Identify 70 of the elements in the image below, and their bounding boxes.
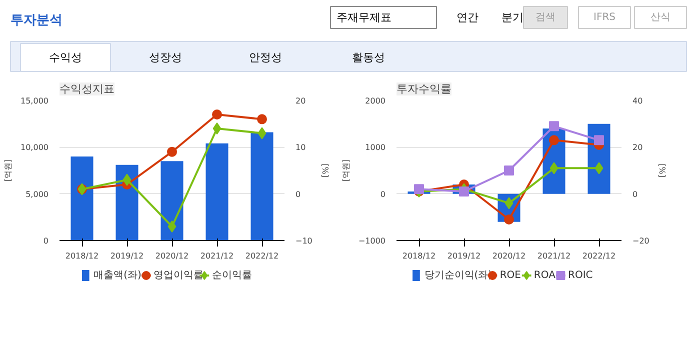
legend-label: 매출액(좌) <box>94 270 142 281</box>
y-tick-label: 10,000 <box>20 143 49 152</box>
y2-tick-label: −10 <box>296 236 312 246</box>
text: 수익성 <box>49 51 82 64</box>
legend-label: ROA <box>534 270 556 281</box>
legend-label: 영업이익률 <box>154 270 204 281</box>
text: 연간 <box>456 11 478 24</box>
y2-tick-label: 10 <box>296 143 306 152</box>
y-tick-label: 1000 <box>365 143 386 152</box>
text: IFRS <box>594 12 616 23</box>
legend-label: ROIC <box>568 270 593 281</box>
text: 주재무제표 <box>336 11 392 24</box>
y-tick-label: 15,000 <box>20 96 49 106</box>
y2-axis-title: [%] <box>657 164 666 178</box>
bar <box>160 161 184 240</box>
point <box>459 186 469 196</box>
point <box>414 184 424 194</box>
point <box>258 127 266 140</box>
text: 성장성 <box>149 51 182 64</box>
y2-tick-label: 0 <box>296 190 301 199</box>
point <box>594 135 604 146</box>
y2-tick-label: 20 <box>632 143 643 152</box>
x-tick-label: 2020/12 <box>155 252 189 260</box>
y-tick-label: 0 <box>43 236 49 246</box>
text: 분기 <box>502 11 524 24</box>
y2-axis-title: [%] <box>320 164 330 178</box>
y-tick-label: 2000 <box>365 96 386 106</box>
point <box>504 166 514 176</box>
y2-tick-label: 20 <box>296 96 306 106</box>
x-tick-label: 2019/12 <box>110 252 144 260</box>
text: 활동성 <box>352 51 385 64</box>
x-tick-label: 2018/12 <box>402 252 436 260</box>
x-tick-label: 2021/12 <box>200 252 234 260</box>
point <box>168 220 176 232</box>
x-tick-label: 2020/12 <box>492 252 526 260</box>
y2-tick-label: −20 <box>632 236 650 246</box>
y-tick-label: −1000 <box>358 236 386 246</box>
text: 검색 <box>536 12 556 23</box>
point <box>549 135 559 146</box>
point <box>594 162 604 174</box>
bar <box>250 132 274 240</box>
legend-label: 순이익률 <box>212 270 252 281</box>
x-tick-label: 2022/12 <box>245 252 279 260</box>
x-tick-label: 2021/12 <box>537 252 571 260</box>
y-tick-label: 0 <box>380 190 386 199</box>
y2-tick-label: 40 <box>632 96 643 106</box>
text: 안정성 <box>249 51 282 64</box>
point <box>122 174 132 186</box>
point <box>257 114 267 124</box>
point <box>212 122 222 134</box>
chart-title: 수익성지표 <box>60 82 114 96</box>
x-tick-label: 2022/12 <box>582 252 616 260</box>
point <box>212 110 222 120</box>
chart-title: 투자수익률 <box>396 82 452 96</box>
y2-tick-label: 0 <box>632 190 638 199</box>
bar <box>70 156 94 240</box>
y-axis-title: [억원] <box>4 159 13 182</box>
x-tick-label: 2018/12 <box>65 252 99 260</box>
text: 투자분석 <box>10 13 62 28</box>
text: 산식 <box>650 12 670 23</box>
bar <box>206 143 228 240</box>
x-tick-label: 2019/12 <box>447 252 481 260</box>
point <box>550 162 558 174</box>
point <box>504 214 514 224</box>
y-axis-title: [억원] <box>341 159 350 182</box>
point <box>549 121 559 132</box>
legend-label: ROE <box>500 270 521 281</box>
point <box>167 146 177 157</box>
y-tick-label: 5,000 <box>26 190 49 199</box>
bar <box>116 164 138 240</box>
